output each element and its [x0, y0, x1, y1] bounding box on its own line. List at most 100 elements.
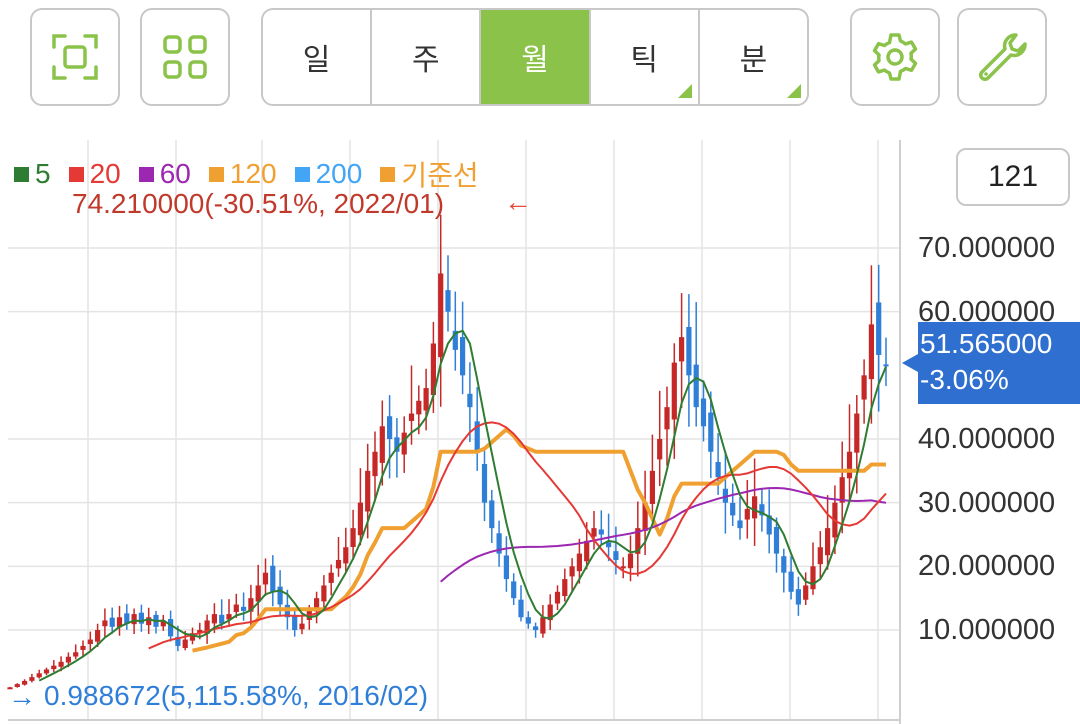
tools-button[interactable] [957, 8, 1047, 106]
candle-body [533, 626, 539, 630]
legend-label: 200 [315, 158, 363, 189]
candle-body [211, 614, 217, 624]
candle-body [627, 553, 634, 569]
candle-body [204, 620, 210, 634]
candle-body [423, 388, 429, 411]
candle-body [817, 547, 823, 565]
candle-body [116, 617, 123, 628]
candle-body [387, 416, 393, 439]
layout-button[interactable] [140, 8, 230, 106]
candle-body [321, 585, 327, 602]
grid-icon [163, 35, 207, 79]
candle-body [131, 614, 137, 625]
tab-period-4[interactable]: 분 [700, 10, 807, 104]
candle-body [95, 630, 101, 642]
candle-body [233, 604, 239, 612]
fullscreen-button[interactable] [30, 8, 120, 106]
high-price-label: 74.210000(-30.51%, 2022/01) [72, 188, 445, 219]
tab-label: 일 [302, 44, 331, 77]
candle-body [343, 547, 349, 564]
candle-body [825, 528, 831, 556]
ma-legend: 5 20 60 120 200 기준선 [14, 154, 497, 194]
tab-label: 틱 [630, 44, 659, 77]
legend-swatch [14, 166, 29, 182]
tab-period-3[interactable]: 틱 [591, 10, 700, 104]
candle-body [569, 566, 575, 577]
candle-count-box[interactable]: 121 [956, 148, 1070, 206]
candle-body [511, 581, 517, 599]
candle-body [138, 612, 144, 624]
candle-body [197, 630, 203, 634]
candle-body [876, 302, 882, 355]
candle-body [606, 542, 612, 548]
candle-body [620, 566, 626, 569]
candle-body [401, 432, 407, 455]
tab-period-2[interactable]: 월 [481, 10, 591, 104]
y-tick-label: 40.000000 [918, 423, 1056, 455]
y-tick-label: 20.000000 [918, 550, 1056, 583]
candle-body [350, 528, 356, 547]
candle-body [671, 362, 677, 420]
tab-label: 월 [521, 44, 549, 77]
settings-button[interactable] [850, 8, 940, 106]
candle-body [525, 617, 531, 624]
candle-body [788, 571, 794, 592]
candle-body [270, 565, 276, 592]
candle-body [737, 520, 743, 529]
candle-body [722, 488, 728, 503]
candle-body [708, 412, 714, 452]
submenu-corner-icon [787, 84, 802, 98]
y-tick-label: 70.000000 [918, 232, 1056, 264]
legend-swatch [380, 166, 396, 182]
candle-body [803, 585, 809, 600]
candle-body [489, 500, 495, 529]
candle-body [430, 343, 436, 396]
candle-body [182, 639, 188, 649]
legend-label: 20 [89, 158, 121, 189]
candle-body [693, 364, 699, 408]
tab-label: 주 [412, 44, 440, 77]
candle-body [219, 614, 225, 624]
tab-period-0[interactable]: 일 [263, 10, 373, 104]
candle-body [335, 559, 342, 569]
candle-body [109, 617, 115, 627]
candle-body [277, 586, 283, 605]
candle-body [576, 553, 582, 572]
right-arrow-icon: → [8, 681, 36, 712]
candle-body [73, 652, 79, 657]
candle-body [752, 496, 758, 519]
candle-body [58, 661, 64, 667]
tab-label: 분 [739, 44, 768, 77]
current-price-tag: 51.565000 -3.06% [902, 322, 1080, 404]
candle-body [474, 421, 480, 452]
candle-body [445, 290, 451, 312]
candle-body [540, 617, 546, 634]
candle-body [255, 585, 261, 602]
legend-swatch [68, 166, 84, 182]
candle-body [51, 665, 57, 670]
candle-body [496, 533, 502, 554]
candle-body [14, 684, 20, 687]
candle-body [226, 614, 232, 620]
candle-body [868, 324, 874, 380]
candle-body [262, 572, 269, 585]
baseline-line [192, 427, 886, 653]
candle-body [730, 502, 736, 516]
ma5-line [38, 329, 887, 682]
candle-body [365, 470, 371, 512]
tab-period-1[interactable]: 주 [372, 10, 482, 104]
candlestick-chart[interactable] [0, 140, 1080, 724]
candle-body [598, 529, 604, 535]
candle-body [795, 589, 801, 605]
candle-body [810, 566, 816, 590]
candle-body [481, 463, 488, 503]
candle-body [679, 337, 685, 362]
candle-body [518, 599, 524, 618]
candle-body [584, 540, 590, 562]
candle-body [328, 572, 334, 583]
candle-body [299, 623, 305, 630]
candle-body [846, 451, 853, 479]
candle-body [379, 426, 385, 463]
ma20-line [148, 421, 887, 650]
